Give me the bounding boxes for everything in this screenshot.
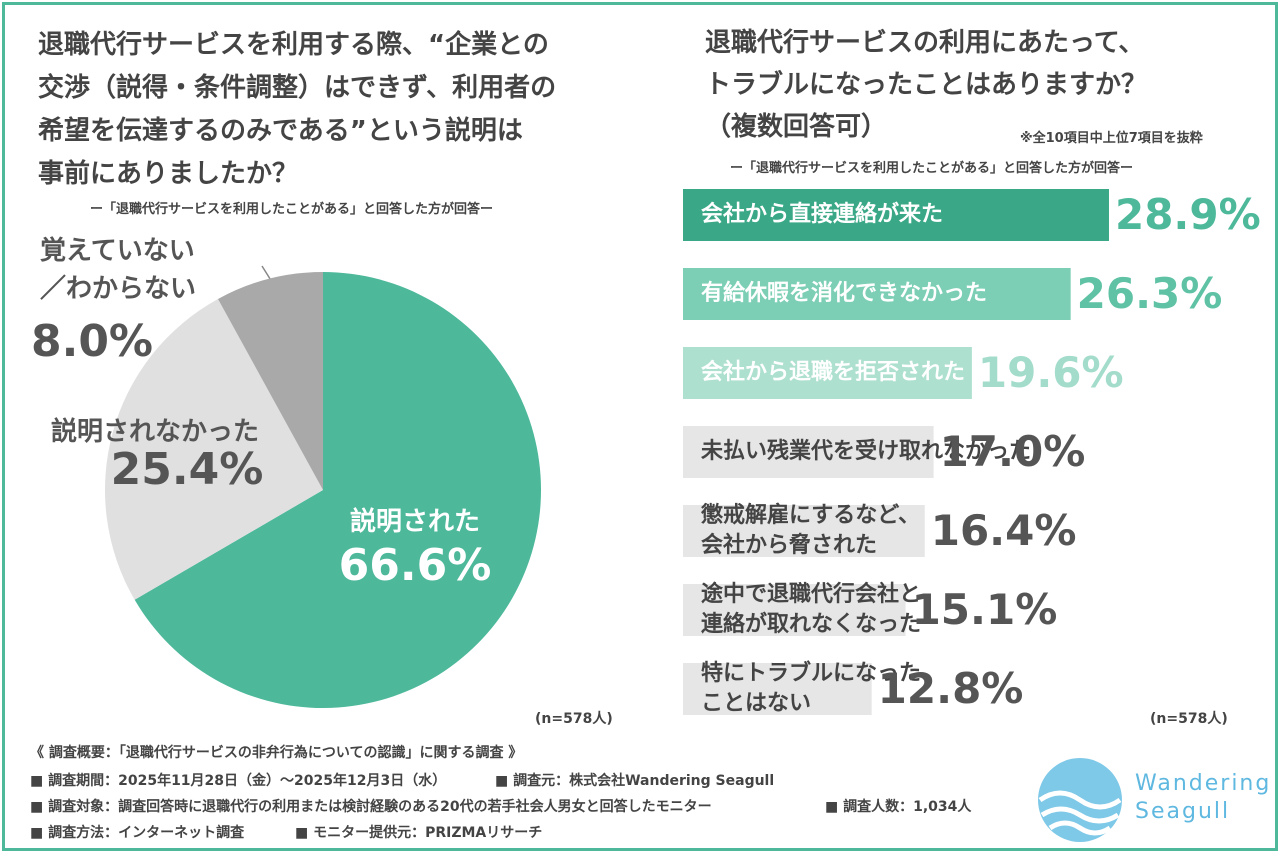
bar — [683, 584, 906, 636]
slice-label: 説明されなかった — [50, 417, 259, 447]
bar — [683, 268, 1071, 320]
footer-item: ■ 調査人数：1,034人 — [825, 799, 972, 815]
slice-value: 8.0% — [30, 316, 154, 367]
slice-label: 覚えていない ／わからない — [40, 236, 197, 304]
bar-value: 26.3% — [1076, 269, 1223, 318]
bar-label: 未払い残業代を受け取れなかった — [701, 439, 1032, 464]
bar-value: 17.0% — [939, 427, 1086, 476]
bar — [683, 347, 972, 399]
bar-label: 途中で退職代行会社と 連絡が取れなくなった — [701, 582, 922, 637]
bar — [683, 426, 934, 478]
pie-slice — [134, 272, 541, 708]
bar — [683, 663, 872, 715]
bar-value: 28.9% — [1114, 190, 1261, 239]
logo-mark — [1038, 758, 1122, 842]
footer-item: ■ 調査元：株式会社Wandering Seagull — [495, 773, 775, 789]
bar-subtitle: ー「退職代行サービスを利用したことがある」と回答した方が回答ー — [730, 161, 1134, 176]
footer-heading: 《 調査概要：「退職代行サービスの非弁行為についての認識」に関する調査 》 — [30, 745, 523, 761]
bar-title: 退職代行サービスの利用にあたって、 トラブルになったことはありますか？ （複数回… — [705, 28, 1148, 142]
bar-value: 12.8% — [877, 664, 1024, 713]
bar-label: 会社から直接連絡が来た — [701, 202, 944, 227]
pie-slice — [104, 298, 323, 600]
bar-value: 19.6% — [977, 348, 1124, 397]
footer-item: ■ モニター提供元：PRIZMAリサーチ — [295, 825, 543, 841]
bar — [683, 505, 925, 557]
pie-slice — [217, 272, 323, 490]
bar-label: 特にトラブルになった ことはない — [701, 661, 922, 716]
slice-value: 25.4% — [110, 444, 264, 495]
footer-item: ■ 調査期間：2025年11月28日（金）～2025年12月3日（水） — [30, 773, 447, 789]
slice-value: 66.6% — [338, 540, 492, 591]
bar — [683, 189, 1109, 241]
pie-note: (n=578人) — [535, 711, 613, 727]
bar-value: 15.1% — [911, 585, 1058, 634]
footer-item: ■ 調査方法：インターネット調査 — [30, 825, 245, 841]
bar-annotation: ※全10項目中上位7項目を抜粋 — [1020, 131, 1203, 146]
pie-title: 退職代行サービスを利用する際、“企業との 交渉（説得・条件調整）はできず、利用者… — [38, 30, 557, 189]
footer-item: ■ 調査対象：調査回答時に退職代行の利用または検討経験のある20代の若手社会人男… — [30, 799, 712, 815]
bar-label: 懲戒解雇にするなど、 会社から脅された — [701, 503, 921, 558]
slice-label: 説明された — [349, 507, 480, 537]
logo-text: Wandering Seagull — [1135, 771, 1272, 824]
bar-label: 有給休暇を消化できなかった — [701, 281, 988, 306]
pie-subtitle: ー「退職代行サービスを利用したことがある」と回答した方が回答ー — [90, 202, 494, 217]
bar-value: 16.4% — [930, 506, 1077, 555]
bar-label: 会社から退職を拒否された — [701, 360, 966, 385]
bar-note: (n=578人) — [1150, 711, 1228, 727]
